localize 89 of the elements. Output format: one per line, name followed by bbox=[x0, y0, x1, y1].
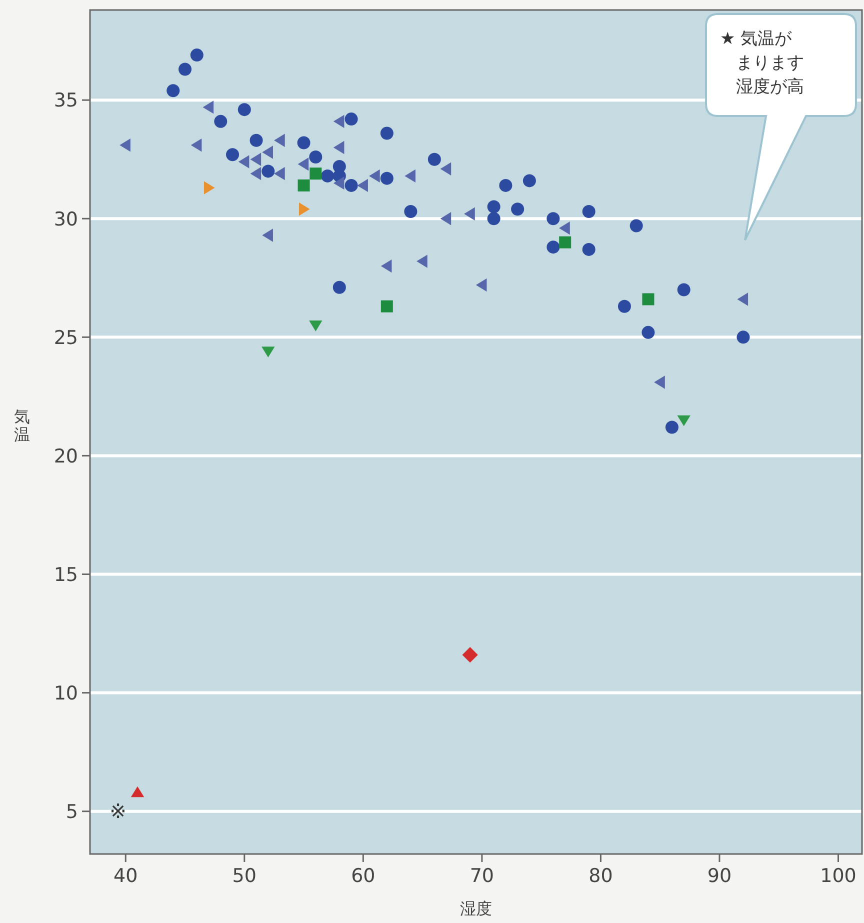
point bbox=[582, 205, 596, 218]
x-tick-label: 50 bbox=[232, 865, 256, 887]
point bbox=[487, 212, 500, 226]
point bbox=[120, 138, 130, 152]
point bbox=[333, 140, 344, 154]
point bbox=[642, 326, 655, 339]
x-tick-label: 70 bbox=[470, 865, 494, 887]
point bbox=[310, 168, 322, 180]
point bbox=[130, 786, 144, 798]
point bbox=[380, 172, 394, 185]
x-tick-label: 60 bbox=[351, 865, 376, 887]
y-tick-label: 35 bbox=[54, 90, 78, 112]
point bbox=[416, 254, 428, 268]
point bbox=[665, 420, 678, 434]
point bbox=[202, 100, 214, 114]
y-tick-label: 25 bbox=[54, 326, 78, 349]
y-tick-label: 15 bbox=[54, 564, 78, 586]
point bbox=[462, 647, 478, 663]
point bbox=[404, 169, 416, 183]
point bbox=[298, 158, 309, 171]
point bbox=[204, 181, 215, 194]
point bbox=[677, 415, 690, 426]
x-tick-label: 90 bbox=[707, 865, 732, 887]
point bbox=[250, 134, 263, 147]
point bbox=[250, 166, 262, 180]
x-tick-label: 100 bbox=[820, 865, 856, 887]
point bbox=[298, 202, 310, 216]
point bbox=[487, 200, 500, 214]
point bbox=[321, 169, 334, 182]
annotation: ※ bbox=[110, 799, 126, 823]
point bbox=[380, 126, 394, 140]
point bbox=[333, 176, 344, 190]
point bbox=[262, 228, 273, 242]
point bbox=[357, 178, 368, 192]
point bbox=[262, 164, 275, 178]
point bbox=[440, 212, 452, 226]
point bbox=[618, 300, 631, 313]
point bbox=[630, 219, 643, 232]
point bbox=[262, 146, 273, 159]
point bbox=[214, 114, 228, 128]
point bbox=[380, 259, 392, 273]
point bbox=[250, 152, 262, 166]
point bbox=[511, 202, 524, 216]
point bbox=[238, 103, 251, 116]
point bbox=[582, 242, 596, 256]
point bbox=[440, 162, 452, 176]
point bbox=[546, 240, 560, 254]
x-tick-label: 80 bbox=[588, 865, 613, 887]
point bbox=[677, 283, 690, 296]
point bbox=[178, 62, 192, 76]
point bbox=[522, 174, 536, 188]
point bbox=[309, 150, 322, 164]
point bbox=[476, 278, 487, 292]
point bbox=[546, 212, 560, 226]
y-axis-title: 気温 bbox=[14, 407, 30, 444]
x-axis-title: 湿度 bbox=[460, 899, 492, 918]
point bbox=[166, 84, 180, 98]
point bbox=[380, 300, 393, 312]
point bbox=[297, 136, 310, 150]
point bbox=[428, 152, 441, 166]
point bbox=[559, 236, 572, 248]
annotation: ★ 気温がまります湿度が高 bbox=[720, 29, 804, 97]
y-tick-label: 30 bbox=[54, 208, 78, 230]
y-tick-label: 5 bbox=[66, 800, 78, 823]
point bbox=[226, 148, 240, 162]
point bbox=[642, 293, 654, 306]
point bbox=[190, 138, 202, 152]
point bbox=[332, 280, 346, 294]
point bbox=[298, 179, 310, 192]
point bbox=[309, 320, 322, 332]
point bbox=[369, 169, 380, 183]
point bbox=[344, 112, 358, 126]
point bbox=[559, 222, 570, 235]
point bbox=[736, 330, 750, 344]
point bbox=[262, 346, 275, 358]
point bbox=[333, 114, 344, 128]
point bbox=[274, 166, 285, 180]
point bbox=[344, 178, 358, 192]
point bbox=[737, 292, 748, 306]
point bbox=[499, 178, 512, 192]
point bbox=[404, 205, 418, 218]
y-tick-label: 20 bbox=[54, 445, 78, 468]
point bbox=[190, 48, 204, 62]
point bbox=[274, 134, 285, 147]
point bbox=[654, 376, 665, 389]
y-tick-label: 10 bbox=[54, 682, 78, 704]
point bbox=[464, 207, 475, 220]
x-tick-label: 40 bbox=[114, 865, 138, 887]
point bbox=[238, 155, 250, 168]
